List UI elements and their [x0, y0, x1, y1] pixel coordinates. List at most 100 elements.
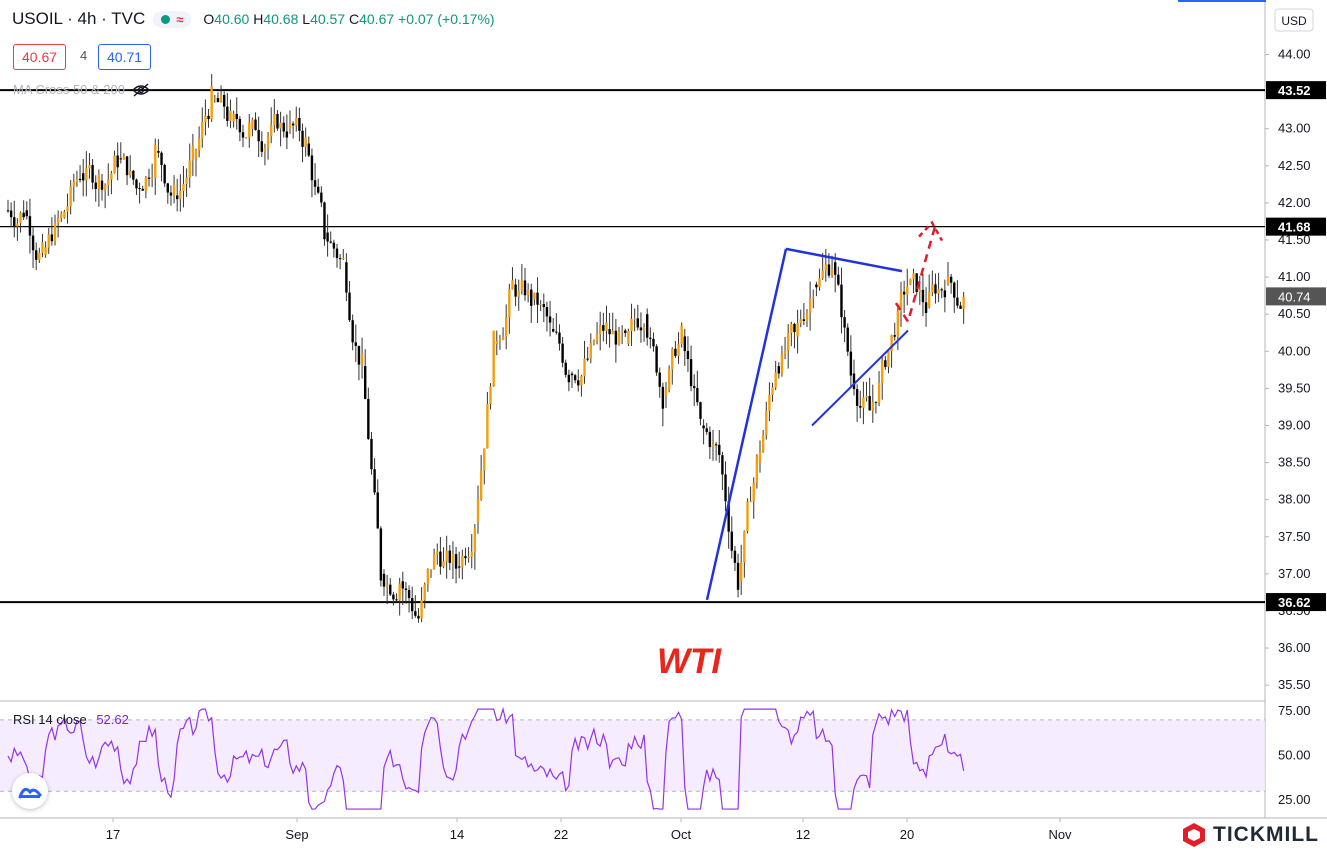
- candle-body: [204, 115, 207, 123]
- current-price-box: [1266, 287, 1326, 306]
- candle-body: [41, 242, 44, 253]
- candle-body: [708, 431, 712, 448]
- candle-body: [263, 147, 267, 152]
- x-tick-label: 22: [554, 827, 568, 842]
- candle-body: [796, 323, 799, 337]
- candle-body: [432, 554, 436, 570]
- chart-header: USOIL · 4h · TVC ≈ O40.60 H40.68 L40.57 …: [12, 9, 495, 29]
- candle-body: [884, 360, 887, 367]
- candle-body: [564, 362, 567, 375]
- candle-body: [953, 282, 956, 298]
- candle-body: [260, 141, 263, 152]
- candle-body: [113, 155, 116, 174]
- candle-body: [627, 331, 630, 344]
- candle-body: [614, 330, 618, 345]
- candle-body: [743, 531, 746, 563]
- candle-body: [357, 345, 361, 365]
- candle-body: [906, 286, 909, 295]
- candle-body: [617, 331, 621, 345]
- candle-body: [815, 284, 818, 288]
- candle-body: [216, 98, 220, 103]
- candle-body: [442, 561, 445, 567]
- candle-body: [78, 178, 82, 181]
- candle-body: [273, 114, 276, 125]
- eye-hidden-icon[interactable]: [131, 82, 151, 97]
- candle-body: [899, 291, 903, 312]
- tradingview-logo-icon[interactable]: [12, 773, 48, 809]
- candle-body: [69, 186, 72, 207]
- candle-body: [461, 556, 464, 568]
- candle-body: [693, 386, 696, 389]
- candle-body: [351, 320, 354, 343]
- candle-body: [35, 250, 38, 260]
- candle-body: [470, 552, 473, 557]
- candle-body: [310, 155, 314, 181]
- broker-name: TICKMILL: [1213, 823, 1319, 846]
- triangle-upper-line: [785, 247, 903, 273]
- candle-body: [896, 311, 900, 337]
- candle-body: [47, 234, 50, 248]
- candle-body: [667, 369, 671, 390]
- buy-price-button[interactable]: 40.71: [98, 44, 152, 70]
- y-tick-label: 38.50: [1278, 455, 1311, 470]
- candle-body: [94, 182, 97, 189]
- candle-body: [445, 550, 448, 562]
- candle-body: [226, 106, 229, 121]
- rsi-tick-label: 50.00: [1278, 748, 1311, 763]
- candle-body: [163, 164, 166, 184]
- candle-body: [232, 113, 235, 122]
- candle-body: [655, 346, 658, 373]
- candle-body: [479, 470, 483, 500]
- candle-body: [830, 268, 834, 276]
- projection-arrowhead: [918, 220, 944, 242]
- candle-body: [97, 174, 101, 189]
- candle-body: [583, 358, 586, 377]
- level-price-label: 41.68: [1278, 220, 1311, 235]
- candle-body: [808, 298, 812, 313]
- candle-body: [9, 210, 13, 218]
- market-status-pill[interactable]: ≈: [153, 10, 192, 28]
- candle-body: [407, 590, 411, 599]
- candle-body: [652, 338, 655, 347]
- candle-body: [783, 350, 787, 355]
- indicator-legend[interactable]: MA Cross 50 & 200: [13, 82, 151, 97]
- candle-body: [345, 262, 348, 293]
- candle-body: [777, 366, 780, 374]
- candle-body: [818, 278, 821, 288]
- candle-body: [639, 327, 643, 331]
- candle-body: [53, 223, 57, 242]
- candle-body: [924, 302, 928, 313]
- candle-body: [370, 438, 373, 470]
- y-tick-label: 41.00: [1278, 269, 1311, 284]
- rsi-legend[interactable]: RSI 14 close 52.62: [13, 712, 129, 727]
- sell-price-button[interactable]: 40.67: [13, 44, 67, 70]
- candle-body: [110, 173, 113, 180]
- candle-body: [329, 241, 332, 243]
- rsi-line: [7, 706, 965, 810]
- candle-body: [22, 212, 25, 218]
- candle-body: [66, 206, 69, 212]
- candle-body: [740, 562, 743, 582]
- symbol-title[interactable]: USOIL · 4h · TVC: [12, 9, 145, 29]
- rsi-name: RSI 14 close: [13, 712, 87, 727]
- indicator-name: MA Cross 50 & 200: [13, 82, 125, 97]
- candle-body: [257, 130, 260, 142]
- candle-body: [918, 289, 921, 292]
- candle-body: [241, 132, 245, 138]
- ohlc-readout: O40.60 H40.68 L40.57 C40.67 +0.07 (+0.17…: [203, 11, 495, 27]
- candle-body: [680, 325, 683, 345]
- candle-body: [219, 94, 223, 103]
- candle-body: [473, 528, 477, 553]
- candle-body: [890, 335, 893, 352]
- broker-logo: TICKMILL: [1181, 822, 1319, 848]
- candle-body: [489, 386, 492, 405]
- candle-body: [824, 264, 827, 271]
- candle-body: [50, 234, 54, 242]
- candle-body: [495, 341, 498, 344]
- y-tick-label: 39.50: [1278, 380, 1311, 395]
- candle-body: [125, 156, 129, 176]
- candle-body: [711, 444, 715, 448]
- candle-body: [539, 304, 542, 306]
- candle-body: [298, 117, 301, 131]
